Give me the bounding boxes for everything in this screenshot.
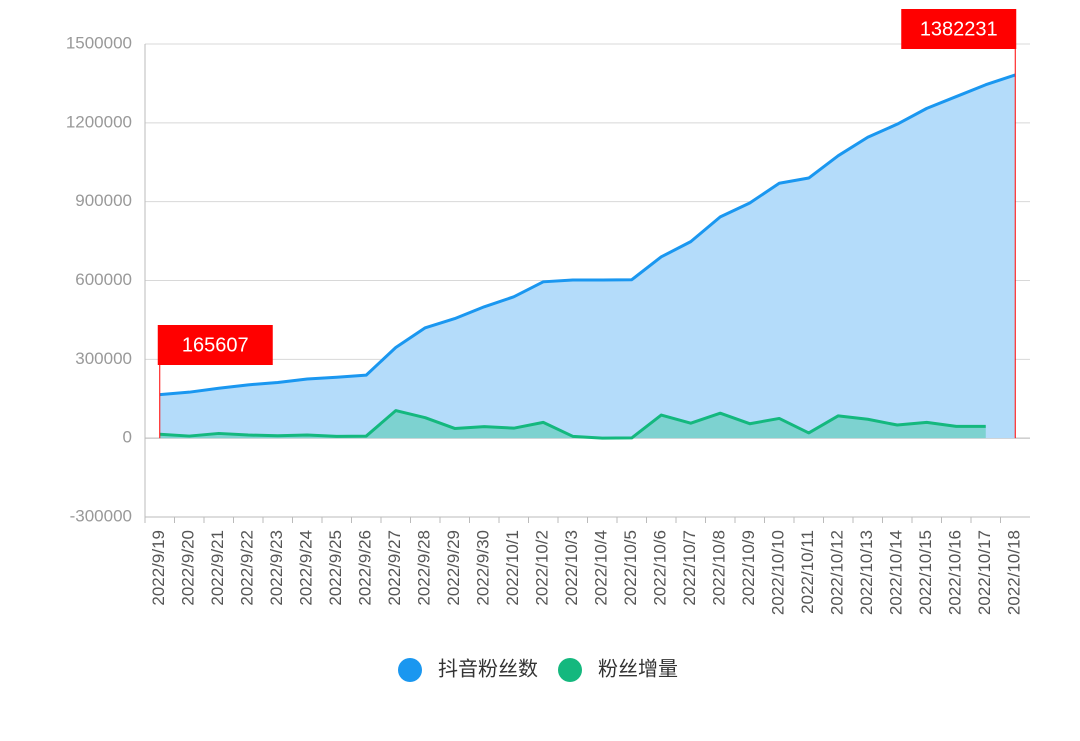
marker-box: [901, 9, 1017, 49]
x-tick-label: 2022/10/5: [621, 530, 640, 606]
y-tick-label: 600000: [75, 270, 132, 289]
y-tick-label: 300000: [75, 349, 132, 368]
x-tick-label: 2022/9/19: [149, 530, 168, 606]
marker-label: 165607: [182, 334, 249, 356]
x-tick-label: 2022/9/29: [444, 530, 463, 606]
x-tick-label: 2022/10/7: [680, 530, 699, 606]
legend-label: 抖音粉丝数: [438, 657, 538, 680]
x-tick-label: 2022/9/26: [356, 530, 375, 606]
x-tick-label: 2022/9/24: [297, 530, 316, 606]
x-tick-label: 2022/9/30: [474, 530, 493, 606]
x-tick-label: 2022/9/25: [326, 530, 345, 606]
x-tick-label: 2022/10/13: [857, 530, 876, 615]
x-tick-label: 2022/10/17: [975, 530, 994, 615]
x-tick-label: 2022/10/11: [798, 530, 817, 614]
y-tick-label: -300000: [70, 506, 132, 525]
area: [159, 74, 1016, 439]
marker-label: 1382231: [920, 18, 998, 40]
x-tick-label: 2022/10/9: [739, 530, 758, 606]
x-tick-label: 2022/9/27: [385, 530, 404, 606]
x-tick-label: 2022/9/22: [238, 530, 257, 606]
y-tick-label: 900000: [75, 191, 132, 210]
x-tick-label: 2022/9/23: [267, 530, 286, 606]
x-tick-label: 2022/10/14: [887, 530, 906, 615]
x-tick-label: 2022/10/6: [651, 530, 670, 606]
x-tick-label: 2022/10/2: [533, 530, 552, 606]
x-tick-label: 2022/10/12: [828, 530, 847, 615]
x-tick-label: 2022/10/1: [503, 530, 522, 606]
x-tick-label: 2022/10/15: [916, 530, 935, 615]
y-tick-label: 1200000: [66, 112, 132, 131]
marker-box: [157, 325, 273, 365]
legend-marker: [398, 658, 422, 682]
x-tick-label: 2022/9/20: [179, 530, 198, 606]
legend-label: 粉丝增量: [598, 657, 678, 680]
line: [159, 409, 986, 440]
legend-marker: [558, 658, 582, 682]
x-tick-label: 2022/9/28: [415, 530, 434, 606]
area: [159, 410, 986, 439]
x-tick-label: 2022/10/8: [710, 530, 729, 606]
x-tick-label: 2022/9/21: [208, 530, 227, 606]
x-tick-label: 2022/10/18: [1005, 530, 1024, 615]
x-tick-label: 2022/10/10: [769, 530, 788, 615]
y-tick-label: 0: [123, 428, 132, 447]
x-tick-label: 2022/10/4: [592, 530, 611, 606]
x-tick-label: 2022/10/16: [946, 530, 965, 615]
line: [159, 73, 1016, 397]
y-tick-label: 1500000: [66, 33, 132, 52]
x-tick-label: 2022/10/3: [562, 530, 581, 606]
